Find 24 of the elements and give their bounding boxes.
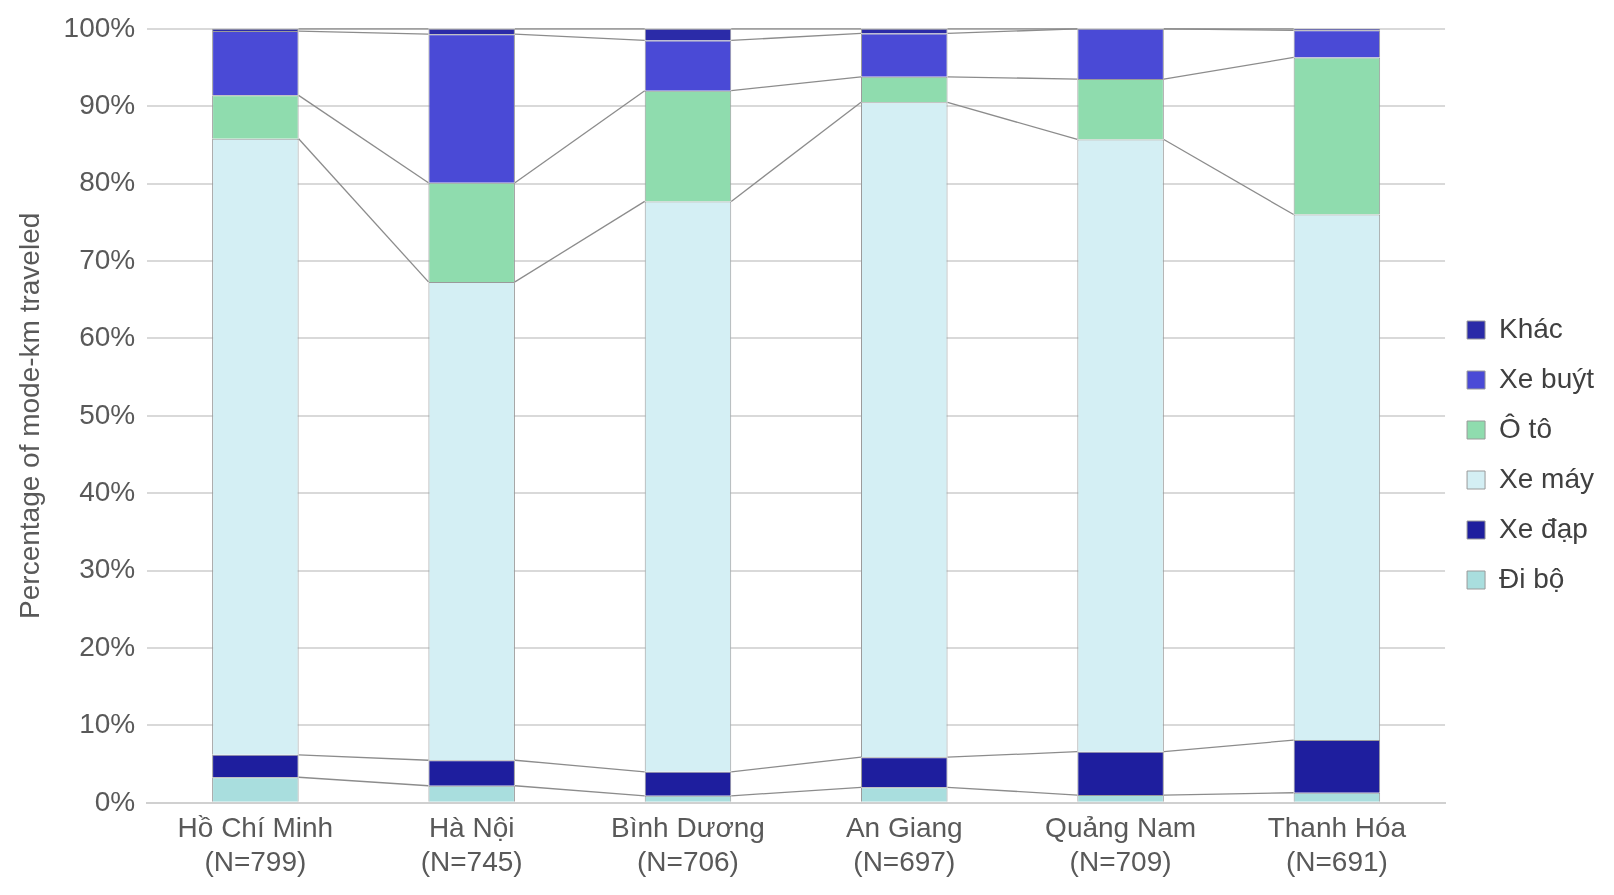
y-tick-label: 40% (79, 475, 136, 507)
x-tick-label: An Giang (N=697) (845, 812, 963, 877)
y-tick-label: 50% (79, 398, 136, 430)
y-tick-label: 90% (79, 88, 136, 120)
x-tick-label: Bình Dương (N=706) (611, 812, 765, 877)
y-axis-title: Percentage of mode-km traveled (13, 212, 45, 619)
x-tick-label: Thanh Hóa (N=691) (1267, 812, 1407, 877)
y-tick-label: 20% (79, 630, 136, 662)
legend-label: Xe máy (1499, 462, 1594, 494)
x-tick-label: Hà Nội (N=745) (420, 812, 523, 877)
legend-label: Xe đạp (1499, 512, 1588, 544)
y-tick-label: 100% (63, 11, 136, 43)
legend-label: Đi bộ (1499, 562, 1565, 594)
y-tick-label: 0% (94, 785, 136, 817)
legend-label: Khác (1499, 312, 1563, 344)
y-tick-label: 10% (79, 708, 136, 740)
y-tick-label: 80% (79, 166, 136, 198)
x-tick-label: Quảng Nam (N=709) (1045, 812, 1197, 877)
y-tick-label: 30% (79, 553, 136, 585)
x-tick-label: Hồ Chí Minh (N=799) (177, 812, 334, 877)
legend-label: Ô tô (1499, 412, 1552, 444)
y-tick-label: 70% (79, 243, 136, 275)
y-tick-label: 60% (79, 321, 136, 353)
legend-label: Xe buýt (1499, 362, 1595, 394)
